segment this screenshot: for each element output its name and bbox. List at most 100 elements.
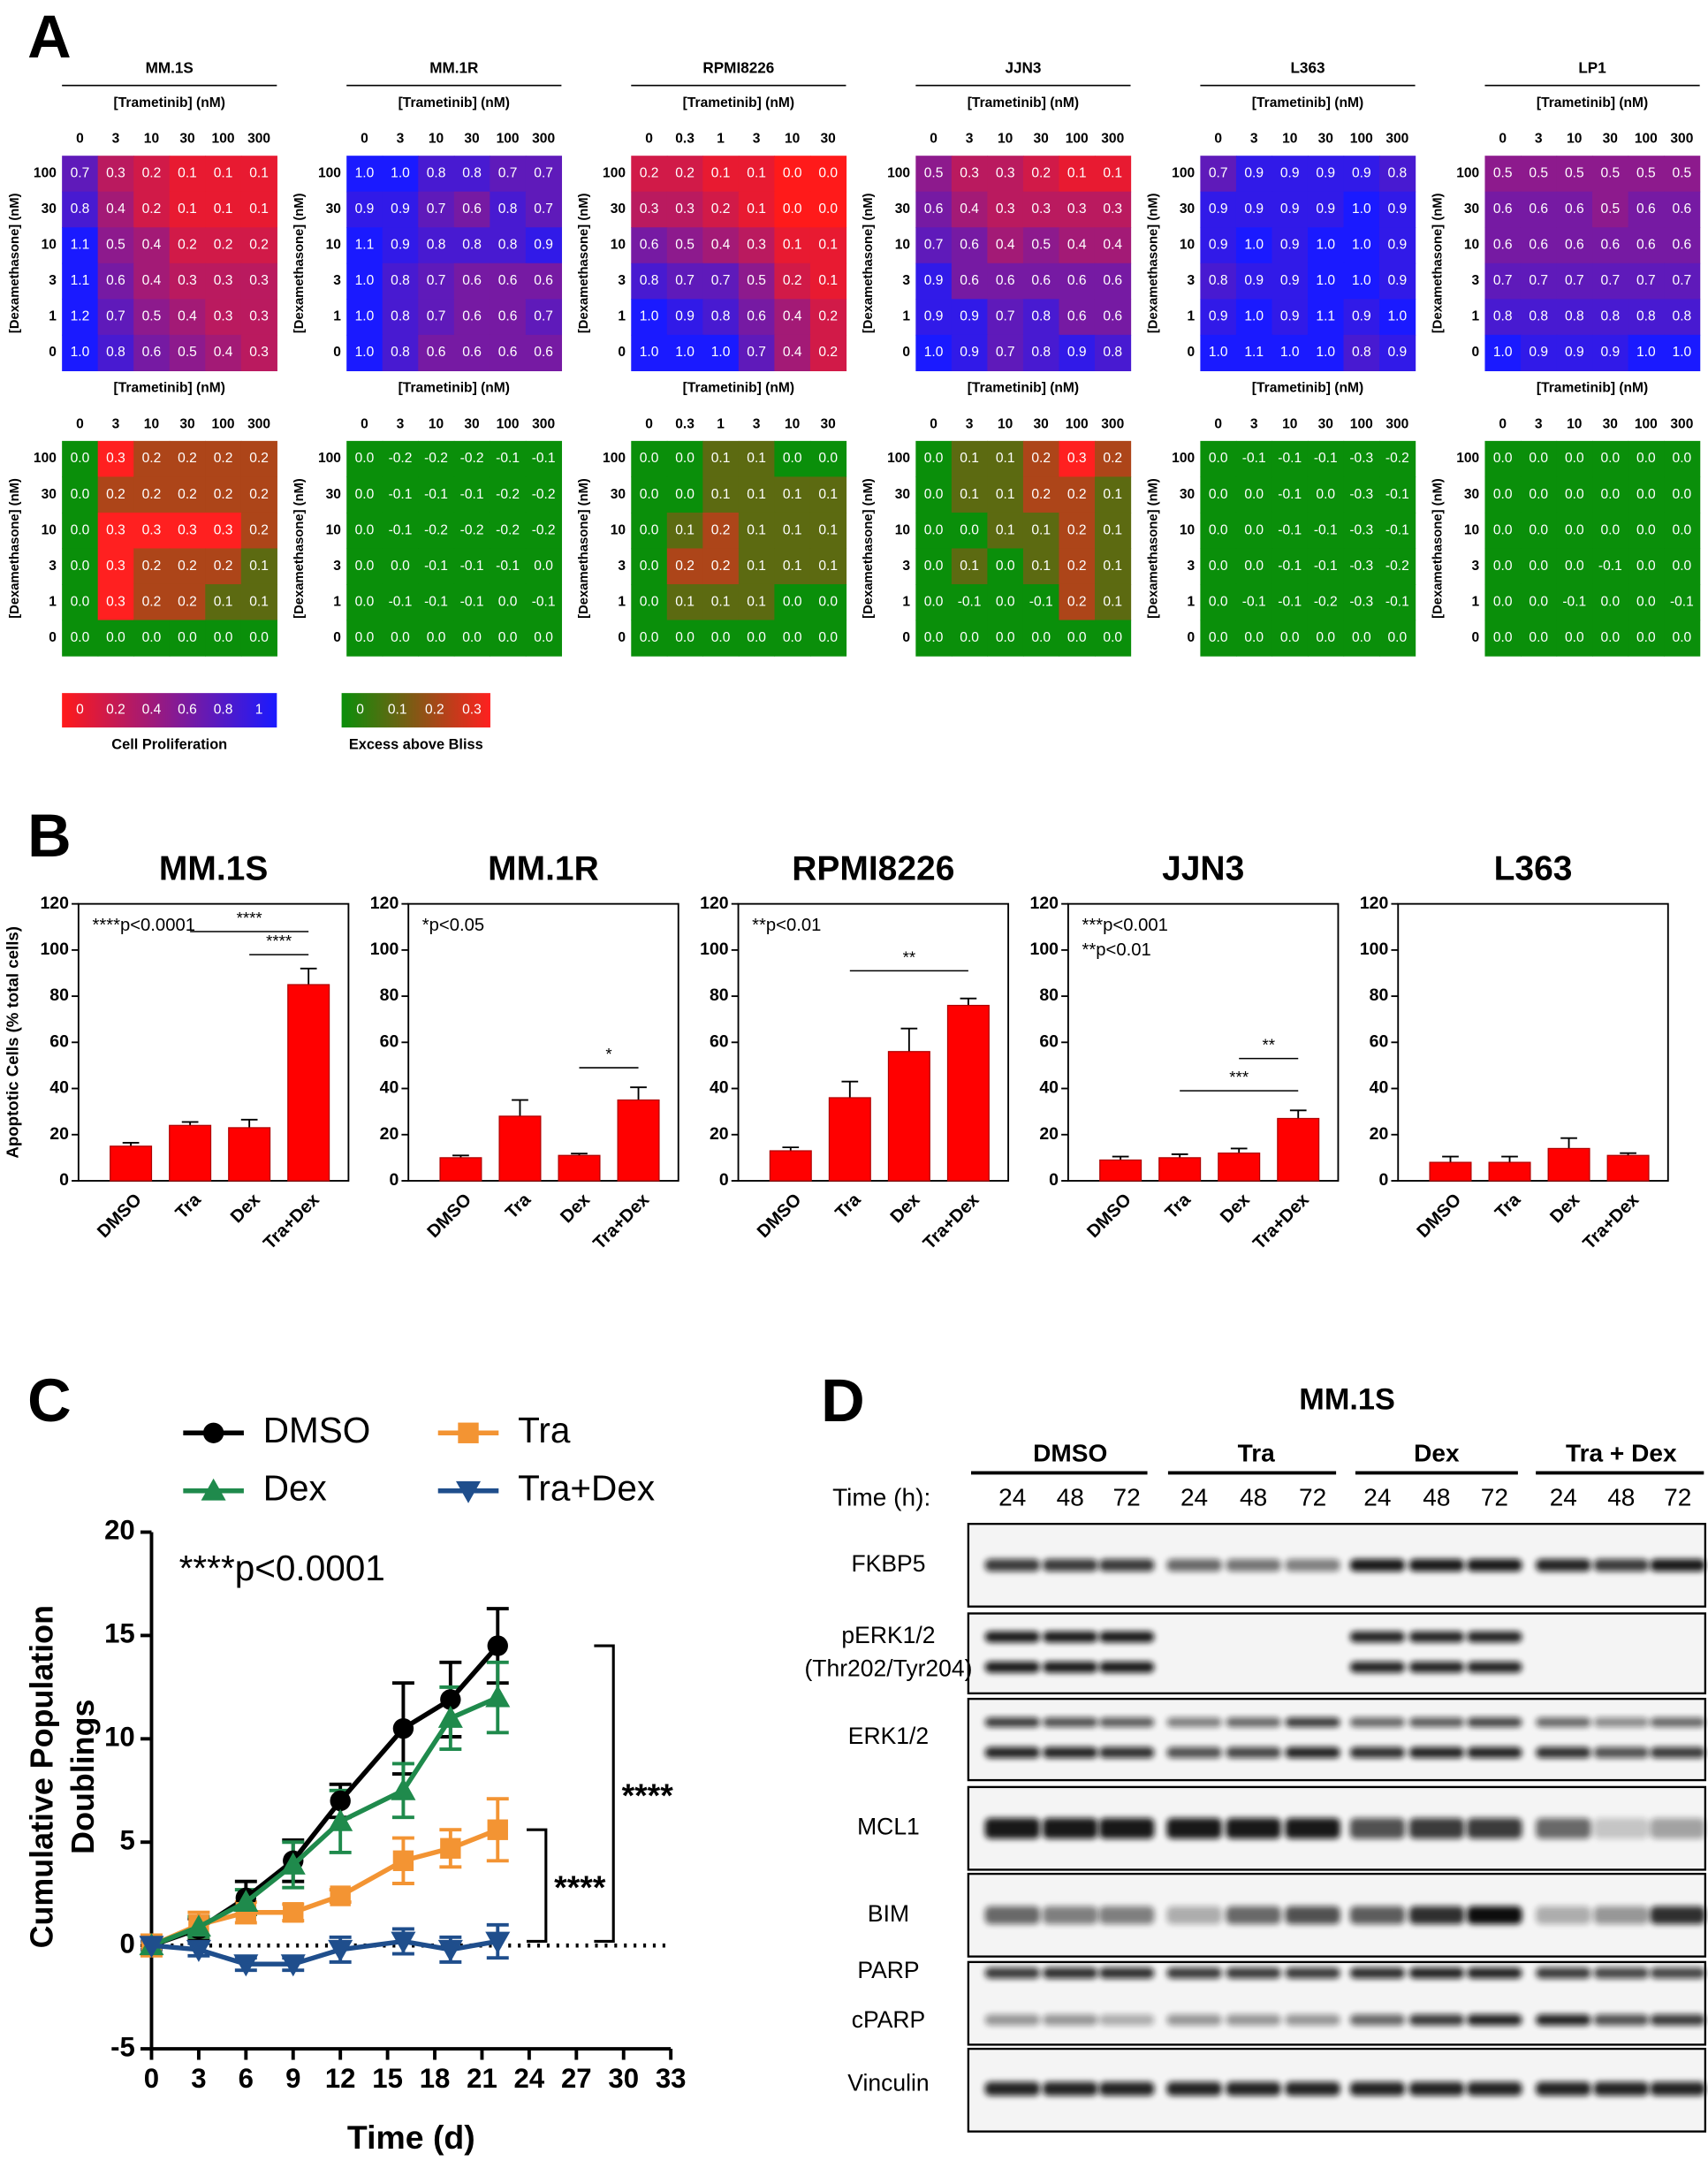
- blot-band: [1593, 1746, 1649, 1759]
- heatmap-cell: [382, 156, 419, 193]
- heatmap-cell: [915, 334, 953, 371]
- heatmap-cell: [1379, 512, 1416, 550]
- cell-label: 0.0: [106, 630, 125, 645]
- heatmap-cell: [133, 440, 171, 478]
- cell-label: 0.5: [1673, 166, 1692, 181]
- cell-label: 0.0: [818, 594, 838, 609]
- y-tick-label: 1: [1472, 594, 1480, 609]
- cell-label: -0.1: [1385, 594, 1409, 609]
- heatmap-cell: [738, 548, 776, 585]
- heatmap-cell: [525, 263, 563, 300]
- y-tick-label: 60: [49, 1031, 69, 1051]
- cell-label: 0.6: [960, 273, 979, 288]
- x-tick-label: 0: [361, 132, 368, 147]
- x-tick-label: 10: [785, 416, 801, 431]
- colorbar: [341, 693, 490, 728]
- cell-label: 0.9: [1387, 345, 1407, 360]
- x-tick-label: 10: [144, 416, 160, 431]
- heatmap-cell: [453, 620, 490, 657]
- cell-label: 0.1: [1103, 594, 1122, 609]
- y-tick-label: 10: [326, 522, 342, 537]
- cell-label: 0.7: [534, 166, 553, 181]
- heatmap-cell: [809, 512, 847, 550]
- cell-label: 0.6: [640, 238, 659, 253]
- heatmap-cell: [1272, 548, 1309, 585]
- x-axis-title: [Trametinib] (nM): [399, 95, 510, 110]
- heatmap-cell: [774, 548, 811, 585]
- cell-label: 0.5: [924, 166, 944, 181]
- heatmap-cell: [1022, 263, 1060, 300]
- heatmap-cell: [1628, 191, 1665, 228]
- blot-band: [1408, 1967, 1465, 1979]
- heatmap-cell: [525, 227, 563, 264]
- cell-label: 0.0: [1493, 559, 1513, 574]
- x-tick-label: 6: [239, 2063, 254, 2094]
- heatmap-cell: [525, 512, 563, 550]
- heatmap-cell: [1200, 334, 1237, 371]
- heatmap-cell: [1235, 548, 1273, 585]
- heatmap-cell: [1379, 620, 1416, 657]
- cell-label: 0.0: [640, 487, 659, 502]
- blot-band: [1408, 1558, 1465, 1571]
- heatmap-cell: [133, 227, 171, 264]
- cell-label: 0.4: [960, 202, 979, 217]
- y-tick-label: 40: [710, 1078, 729, 1098]
- cell-label: 0.6: [1493, 238, 1513, 253]
- heatmap-cell: [205, 156, 242, 193]
- heatmap-cell: [1343, 191, 1380, 228]
- heatmap-cell: [1379, 583, 1416, 621]
- cell-label: 0.0: [1244, 522, 1264, 537]
- heatmap-cell: [915, 512, 953, 550]
- cell-label: 0.0: [355, 522, 375, 537]
- heatmap-cell: [1235, 440, 1273, 478]
- cell-label: 0.9: [1387, 273, 1407, 288]
- x-tick-label: DMSO: [424, 1190, 476, 1242]
- heatmap-cell: [418, 263, 455, 300]
- cell-label: -0.1: [1278, 594, 1302, 609]
- x-tick-label: 30: [1034, 132, 1050, 147]
- x-tick-label: 3: [112, 132, 120, 147]
- cell-label: 0.1: [818, 559, 838, 574]
- heatmap-cell: [1484, 440, 1522, 478]
- heatmap-cell: [1307, 512, 1345, 550]
- heatmap-cell: [1200, 191, 1237, 228]
- cell-label: 0.6: [462, 345, 482, 360]
- blot-band: [1650, 1746, 1705, 1759]
- heatmap-cell: [702, 334, 740, 371]
- heatmap-cell: [133, 583, 171, 621]
- cell-label: 0.0: [1209, 451, 1228, 466]
- cell-label: -0.1: [1278, 487, 1302, 502]
- heatmap-cell: [1235, 299, 1273, 336]
- y-tick-label: 0: [719, 1170, 729, 1190]
- heatmap-cell: [774, 512, 811, 550]
- heatmap-title: MM.1R: [429, 59, 479, 77]
- y-tick-label: 1: [1187, 594, 1195, 609]
- cell-label: 0.1: [249, 202, 269, 217]
- heatmap-cell: [738, 191, 776, 228]
- heatmap-cell: [1379, 334, 1416, 371]
- heatmap-cell: [1379, 191, 1416, 228]
- heatmap-cell: [774, 583, 811, 621]
- heatmap-cell: [1343, 263, 1380, 300]
- significance-label: **: [1262, 1036, 1275, 1054]
- cell-label: 1.2: [71, 309, 90, 324]
- y-tick-label: 100: [370, 940, 399, 959]
- heatmap-cell: [490, 476, 527, 514]
- heatmap-cell: [1592, 334, 1629, 371]
- y-tick-label: 120: [370, 894, 399, 913]
- heatmap-cell: [738, 227, 776, 264]
- blot-band: [1043, 1717, 1098, 1728]
- heatmap-cell: [915, 548, 953, 585]
- cell-label: 0.0: [640, 522, 659, 537]
- y-tick-label: 10: [611, 522, 626, 537]
- cell-label: 0.6: [1103, 273, 1122, 288]
- heatmap-cell: [62, 227, 99, 264]
- heatmap-cell: [987, 299, 1024, 336]
- cell-label: 0.9: [1209, 309, 1228, 324]
- cell-label: 0.3: [106, 594, 125, 609]
- heatmap-cell: [133, 156, 171, 193]
- y-tick-label: 40: [380, 1078, 399, 1098]
- y-tick-label: 0: [119, 1928, 134, 1959]
- cell-label: 0.3: [106, 522, 125, 537]
